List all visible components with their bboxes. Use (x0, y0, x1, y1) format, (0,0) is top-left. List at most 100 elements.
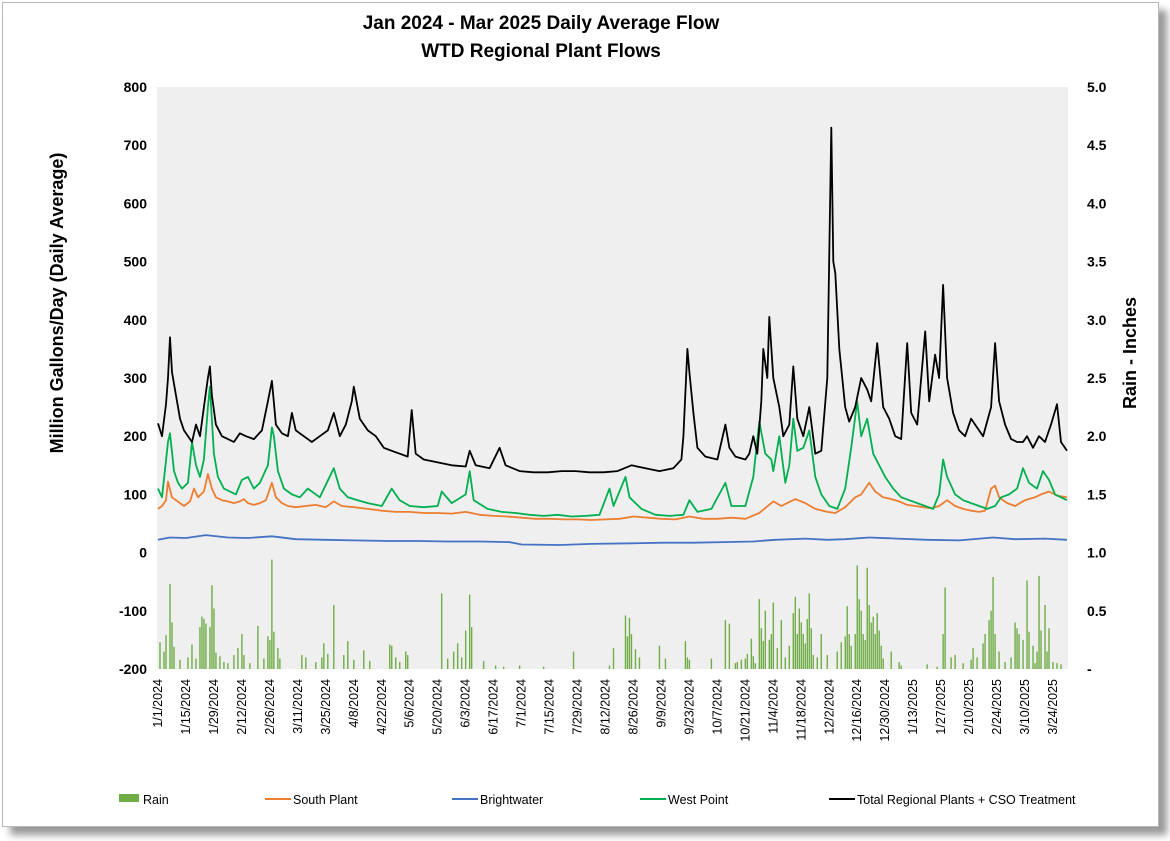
y-tick-label: -100 (119, 603, 147, 619)
rain-bar (612, 648, 615, 669)
x-tick-label: 2/24/2025 (990, 679, 1004, 735)
rain-bar (880, 645, 882, 669)
x-tick-label: 3/10/2025 (1018, 679, 1032, 735)
rain-bar (802, 634, 804, 669)
rain-bar (1046, 651, 1048, 669)
rain-bar (237, 648, 239, 669)
rain-bar (776, 648, 779, 669)
rain-bar (468, 594, 471, 669)
rain-bar (954, 655, 956, 669)
legend-swatch-rain (119, 794, 139, 802)
rain-bar (856, 565, 858, 669)
y2-tick-label: - (1087, 661, 1092, 677)
rain-bar (810, 628, 812, 669)
rain-bar (452, 651, 455, 669)
rain-bar (626, 636, 629, 669)
rain-bar (1026, 580, 1028, 669)
y2-tick-label: 1.0 (1087, 545, 1107, 561)
x-tick-label: 1/15/2024 (179, 679, 193, 735)
rain-bar (518, 665, 521, 669)
x-tick-label: 1/29/2024 (207, 679, 221, 735)
rain-bar (369, 660, 371, 669)
rain-bar (872, 616, 874, 669)
y2-axis-label: Rain - Inches (1120, 297, 1140, 409)
y2-tick-label: 0.5 (1087, 603, 1107, 619)
x-tick-label: 12/30/2024 (878, 679, 892, 742)
rain-bar (882, 658, 884, 669)
x-tick-label: 12/16/2024 (850, 679, 864, 742)
rain-bar (820, 634, 822, 669)
rain-bar (1018, 634, 1020, 669)
rain-bar (826, 655, 828, 669)
x-tick-label: 3/24/2025 (1046, 679, 1060, 735)
rain-bar (764, 610, 767, 669)
rain-bar (724, 620, 727, 669)
x-tick-label: 7/1/2024 (515, 679, 529, 728)
rain-bar (944, 587, 946, 669)
rain-bar (798, 608, 800, 669)
rain-bar (277, 648, 279, 669)
rain-bar (201, 616, 203, 669)
rain-bar (343, 655, 345, 669)
rain-bar (1032, 645, 1034, 669)
x-tick-label: 9/23/2024 (682, 679, 696, 735)
rain-bar (794, 596, 796, 669)
rain-bar (628, 617, 631, 669)
rain-bar (758, 599, 761, 669)
rain-bar (263, 658, 265, 669)
rain-bar (688, 659, 691, 669)
rain-bar (1034, 663, 1036, 669)
rain-bar (760, 628, 763, 669)
y-tick-label: 600 (124, 195, 148, 211)
rain-bar (836, 651, 838, 669)
rain-bar (846, 606, 848, 669)
rain-bar (241, 634, 243, 669)
x-tick-label: 11/18/2024 (794, 679, 808, 741)
x-tick-label: 6/3/2024 (459, 679, 473, 728)
rain-bar (273, 631, 275, 669)
rain-bars (159, 559, 1062, 669)
rain-bar (279, 658, 281, 669)
rain-bar (638, 657, 641, 669)
rain-bar (870, 622, 872, 669)
rain-bar (1014, 622, 1016, 669)
rain-bar (1060, 664, 1062, 669)
rain-bar (634, 649, 637, 669)
rain-bar (315, 662, 317, 669)
rain-bar (746, 653, 749, 669)
y-axis-label: Million Gallons/Day (Daily Average) (47, 153, 67, 454)
rain-bar (868, 604, 870, 669)
rain-bar (658, 645, 661, 669)
rain-bar (209, 627, 211, 669)
rain-bar (804, 643, 806, 669)
rain-bar (482, 660, 485, 669)
y2-tick-label: 1.5 (1087, 486, 1107, 502)
rain-bar (770, 634, 773, 669)
rain-bar (926, 664, 928, 669)
rain-bar (942, 634, 944, 669)
x-tick-label: 9/9/2024 (654, 679, 668, 728)
rain-bar (848, 634, 850, 669)
x-tick-label: 5/20/2024 (431, 679, 445, 735)
rain-bar (816, 657, 818, 669)
y2-tick-label: 2.5 (1087, 370, 1107, 386)
rain-bar (860, 610, 862, 669)
rain-bar (169, 584, 171, 669)
chart-title-line1: Jan 2024 - Mar 2025 Daily Average Flow (363, 13, 720, 34)
x-tick-label: 2/26/2024 (263, 679, 277, 735)
rain-bar (624, 615, 627, 669)
rain-bar (267, 636, 269, 669)
rain-bar (347, 641, 349, 669)
rain-bar (363, 650, 365, 669)
rain-bar (171, 622, 173, 669)
rain-bar (806, 618, 808, 669)
rain-bar (1056, 663, 1058, 669)
rain-bar (205, 623, 207, 669)
y-tick-label: 400 (124, 312, 148, 328)
x-tick-label: 8/12/2024 (599, 679, 613, 735)
rain-bar (962, 663, 964, 669)
rain-bar (353, 659, 355, 669)
rain-bar (405, 651, 407, 669)
rain-bar (470, 627, 473, 669)
rain-bar (850, 645, 852, 669)
